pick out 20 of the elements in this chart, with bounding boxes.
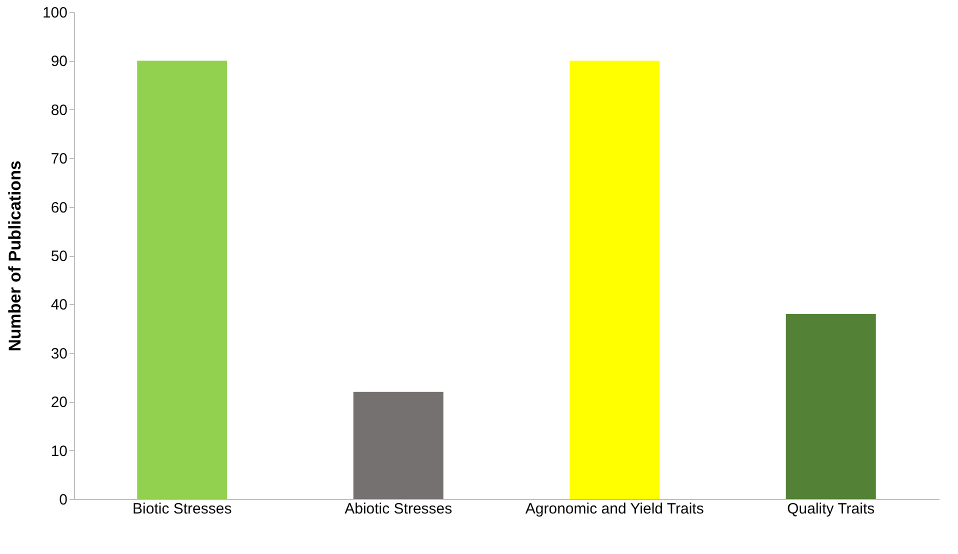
- x-tick-label: Quality Traits: [787, 500, 875, 518]
- bar: [137, 60, 228, 499]
- y-tick-label: 10: [50, 442, 68, 460]
- y-tick-label: 60: [50, 199, 68, 216]
- y-axis-title: Number of Publications: [5, 160, 24, 352]
- y-tick-label: 0: [59, 492, 68, 508]
- x-tick-label: Agronomic and Yield Traits: [525, 500, 704, 518]
- y-tick-label: 100: [42, 4, 68, 22]
- y-tick-label: 80: [50, 102, 68, 119]
- bar: [353, 392, 444, 499]
- x-tick-label: Abiotic Stresses: [344, 500, 452, 518]
- y-tick-label: 90: [50, 53, 68, 70]
- y-tick-label: 50: [50, 248, 68, 265]
- y-tick-label: 30: [50, 345, 68, 362]
- bar: [570, 60, 660, 499]
- y-tick-label: 70: [50, 150, 68, 168]
- y-tick-label: 20: [50, 394, 68, 412]
- x-tick-label: Biotic Stresses: [132, 500, 232, 518]
- y-tick-label: 40: [50, 296, 68, 314]
- bar: [786, 314, 876, 499]
